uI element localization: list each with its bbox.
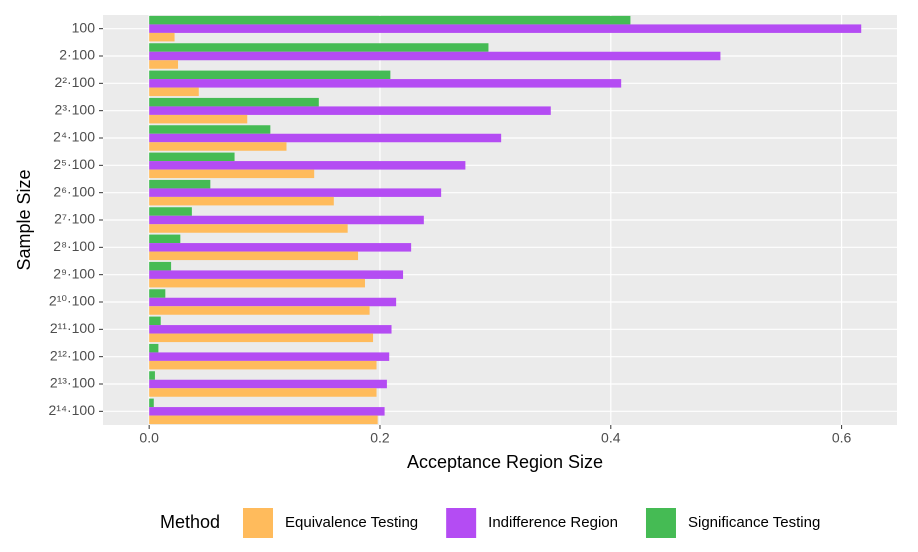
x-tick-label: 0.4 [601,430,621,446]
bar [149,142,287,151]
bar [149,352,390,361]
bar [149,60,179,69]
bar [149,407,385,416]
y-tick-label: 2⁹·100 [53,265,95,281]
y-tick-label: 2⁶·100 [53,183,95,199]
y-tick-label: 100 [72,19,96,35]
bar [149,79,622,88]
bar [149,70,391,80]
y-tick-label: 2⁵·100 [53,156,95,172]
bar [149,388,377,397]
bar [149,270,404,279]
bar [149,343,159,353]
y-tick-label: 2¹⁴·100 [49,402,96,418]
legend-label: Indifference Region [488,514,618,531]
bar [149,169,315,179]
x-axis-title: Acceptance Region Size [407,452,603,472]
bar [149,114,248,124]
bar [149,32,175,42]
bar [149,360,377,370]
bar [149,251,359,261]
x-tick-label: 0.0 [139,430,159,446]
y-axis-title: Sample Size [14,169,34,270]
bar [149,243,412,252]
bar [149,152,235,162]
y-tick-label: 2³·100 [55,101,96,117]
bar [149,215,424,225]
bar [149,43,489,52]
bar [149,179,211,189]
bar [149,224,348,233]
bar [149,125,271,134]
bar [149,261,172,271]
bar [149,325,392,334]
bar [149,24,862,33]
y-tick-label: 2·100 [59,47,95,63]
y-tick-label: 2¹¹·100 [50,320,95,336]
y-tick-label: 2¹⁰·100 [49,293,95,309]
legend-key [645,508,676,538]
y-tick-label: 2⁸·100 [53,238,95,254]
bar [149,207,192,216]
legend-key [243,508,273,538]
bar [149,333,374,343]
bar [149,87,199,97]
legend-key [446,508,477,538]
bar [149,161,466,170]
y-tick-label: 2⁷·100 [54,211,95,227]
bar [149,133,502,143]
bar [149,289,166,298]
bar [149,398,154,408]
bar [149,188,442,197]
y-tick-label: 2⁴·100 [53,129,95,145]
legend-label: Equivalence Testing [285,514,418,531]
bar [149,297,397,307]
bar [149,196,334,206]
y-tick-label: 2¹²·100 [50,347,95,363]
legend-title: Method [160,512,220,532]
bar [149,415,378,425]
bar [149,371,155,380]
bar [149,234,181,244]
y-tick-label: 2²·100 [55,74,96,90]
x-tick-label: 0.6 [832,430,852,446]
bar [149,316,161,326]
x-tick-label: 0.2 [370,430,390,446]
bar [149,97,319,107]
bar [149,51,721,61]
legend-label: Significance Testing [688,514,820,531]
bar [149,278,365,288]
y-tick-label: 2¹³·100 [50,375,95,391]
bar [149,379,387,389]
bar [149,306,370,315]
bar [149,106,551,115]
bar [149,15,631,25]
